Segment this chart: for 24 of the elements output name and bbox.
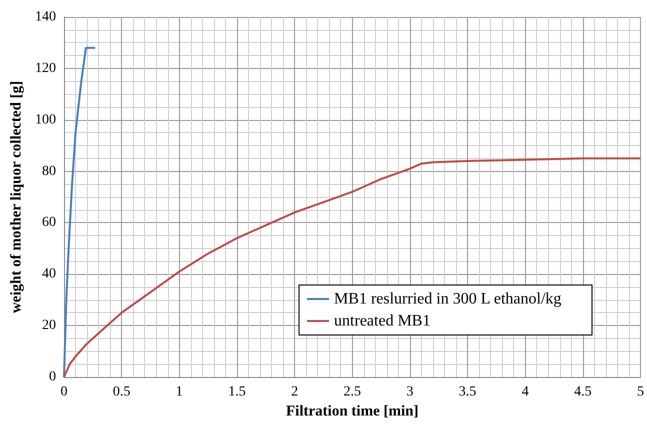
x-tick-label: 1 — [176, 384, 183, 400]
line-series — [63, 46, 96, 378]
y-tick-label: 40 — [42, 266, 56, 282]
y-tick-label: 120 — [35, 60, 56, 76]
y-tick-label: 0 — [49, 370, 56, 384]
x-tick-label: 4.5 — [574, 384, 592, 400]
y-tick-label: 100 — [35, 112, 56, 128]
x-tick-label: 5 — [637, 384, 644, 400]
y-tick-label: 140 — [35, 10, 56, 24]
legend-label: MB1 reslurried in 300 L ethanol/kg — [334, 290, 562, 308]
x-axis-title: Filtration time [min] — [286, 403, 418, 420]
y-tick-label: 20 — [42, 318, 56, 334]
x-tick-label: 2 — [291, 384, 298, 400]
x-tick-label: 1.5 — [228, 384, 246, 400]
x-tick-label: 3.5 — [458, 384, 476, 400]
y-tick-label: 80 — [42, 164, 56, 179]
x-tick-label: 4 — [522, 384, 529, 400]
x-tick-label: 0 — [60, 384, 68, 400]
x-tick-label: 3 — [406, 384, 414, 400]
legend-label: untreated MB1 — [334, 312, 430, 330]
y-tick-label: 60 — [42, 215, 56, 230]
x-tick-label: 2.5 — [344, 384, 361, 400]
y-axis-title: weight of mother liquor collected [g] — [8, 80, 24, 314]
x-tick-label: 0.5 — [112, 384, 130, 400]
